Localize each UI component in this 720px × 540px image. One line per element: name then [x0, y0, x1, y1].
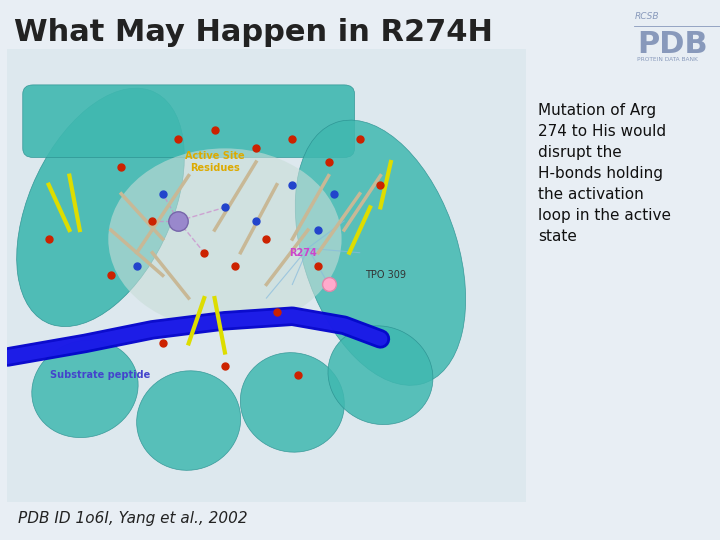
Text: What May Happen in R274H: What May Happen in R274H: [14, 18, 493, 47]
Ellipse shape: [17, 88, 184, 327]
Ellipse shape: [240, 353, 344, 452]
Text: PDB ID 1o6I, Yang et al., 2002: PDB ID 1o6I, Yang et al., 2002: [17, 511, 247, 526]
FancyBboxPatch shape: [23, 85, 354, 158]
FancyBboxPatch shape: [7, 49, 526, 502]
Ellipse shape: [32, 340, 138, 437]
Ellipse shape: [108, 148, 341, 330]
Ellipse shape: [137, 371, 240, 470]
Text: PDB: PDB: [637, 30, 708, 58]
Text: R274: R274: [289, 248, 317, 258]
Text: PROTEIN DATA BANK: PROTEIN DATA BANK: [637, 57, 698, 62]
Text: RCSB: RCSB: [635, 12, 660, 21]
Text: Substrate peptide: Substrate peptide: [50, 370, 150, 380]
Text: Active Site
Residues: Active Site Residues: [185, 151, 244, 173]
Text: Mutation of Arg
274 to His would
disrupt the
H-bonds holding
the activation
loop: Mutation of Arg 274 to His would disrupt…: [539, 103, 671, 244]
Ellipse shape: [295, 120, 466, 386]
Text: TPO 309: TPO 309: [365, 271, 406, 280]
Ellipse shape: [328, 326, 433, 424]
